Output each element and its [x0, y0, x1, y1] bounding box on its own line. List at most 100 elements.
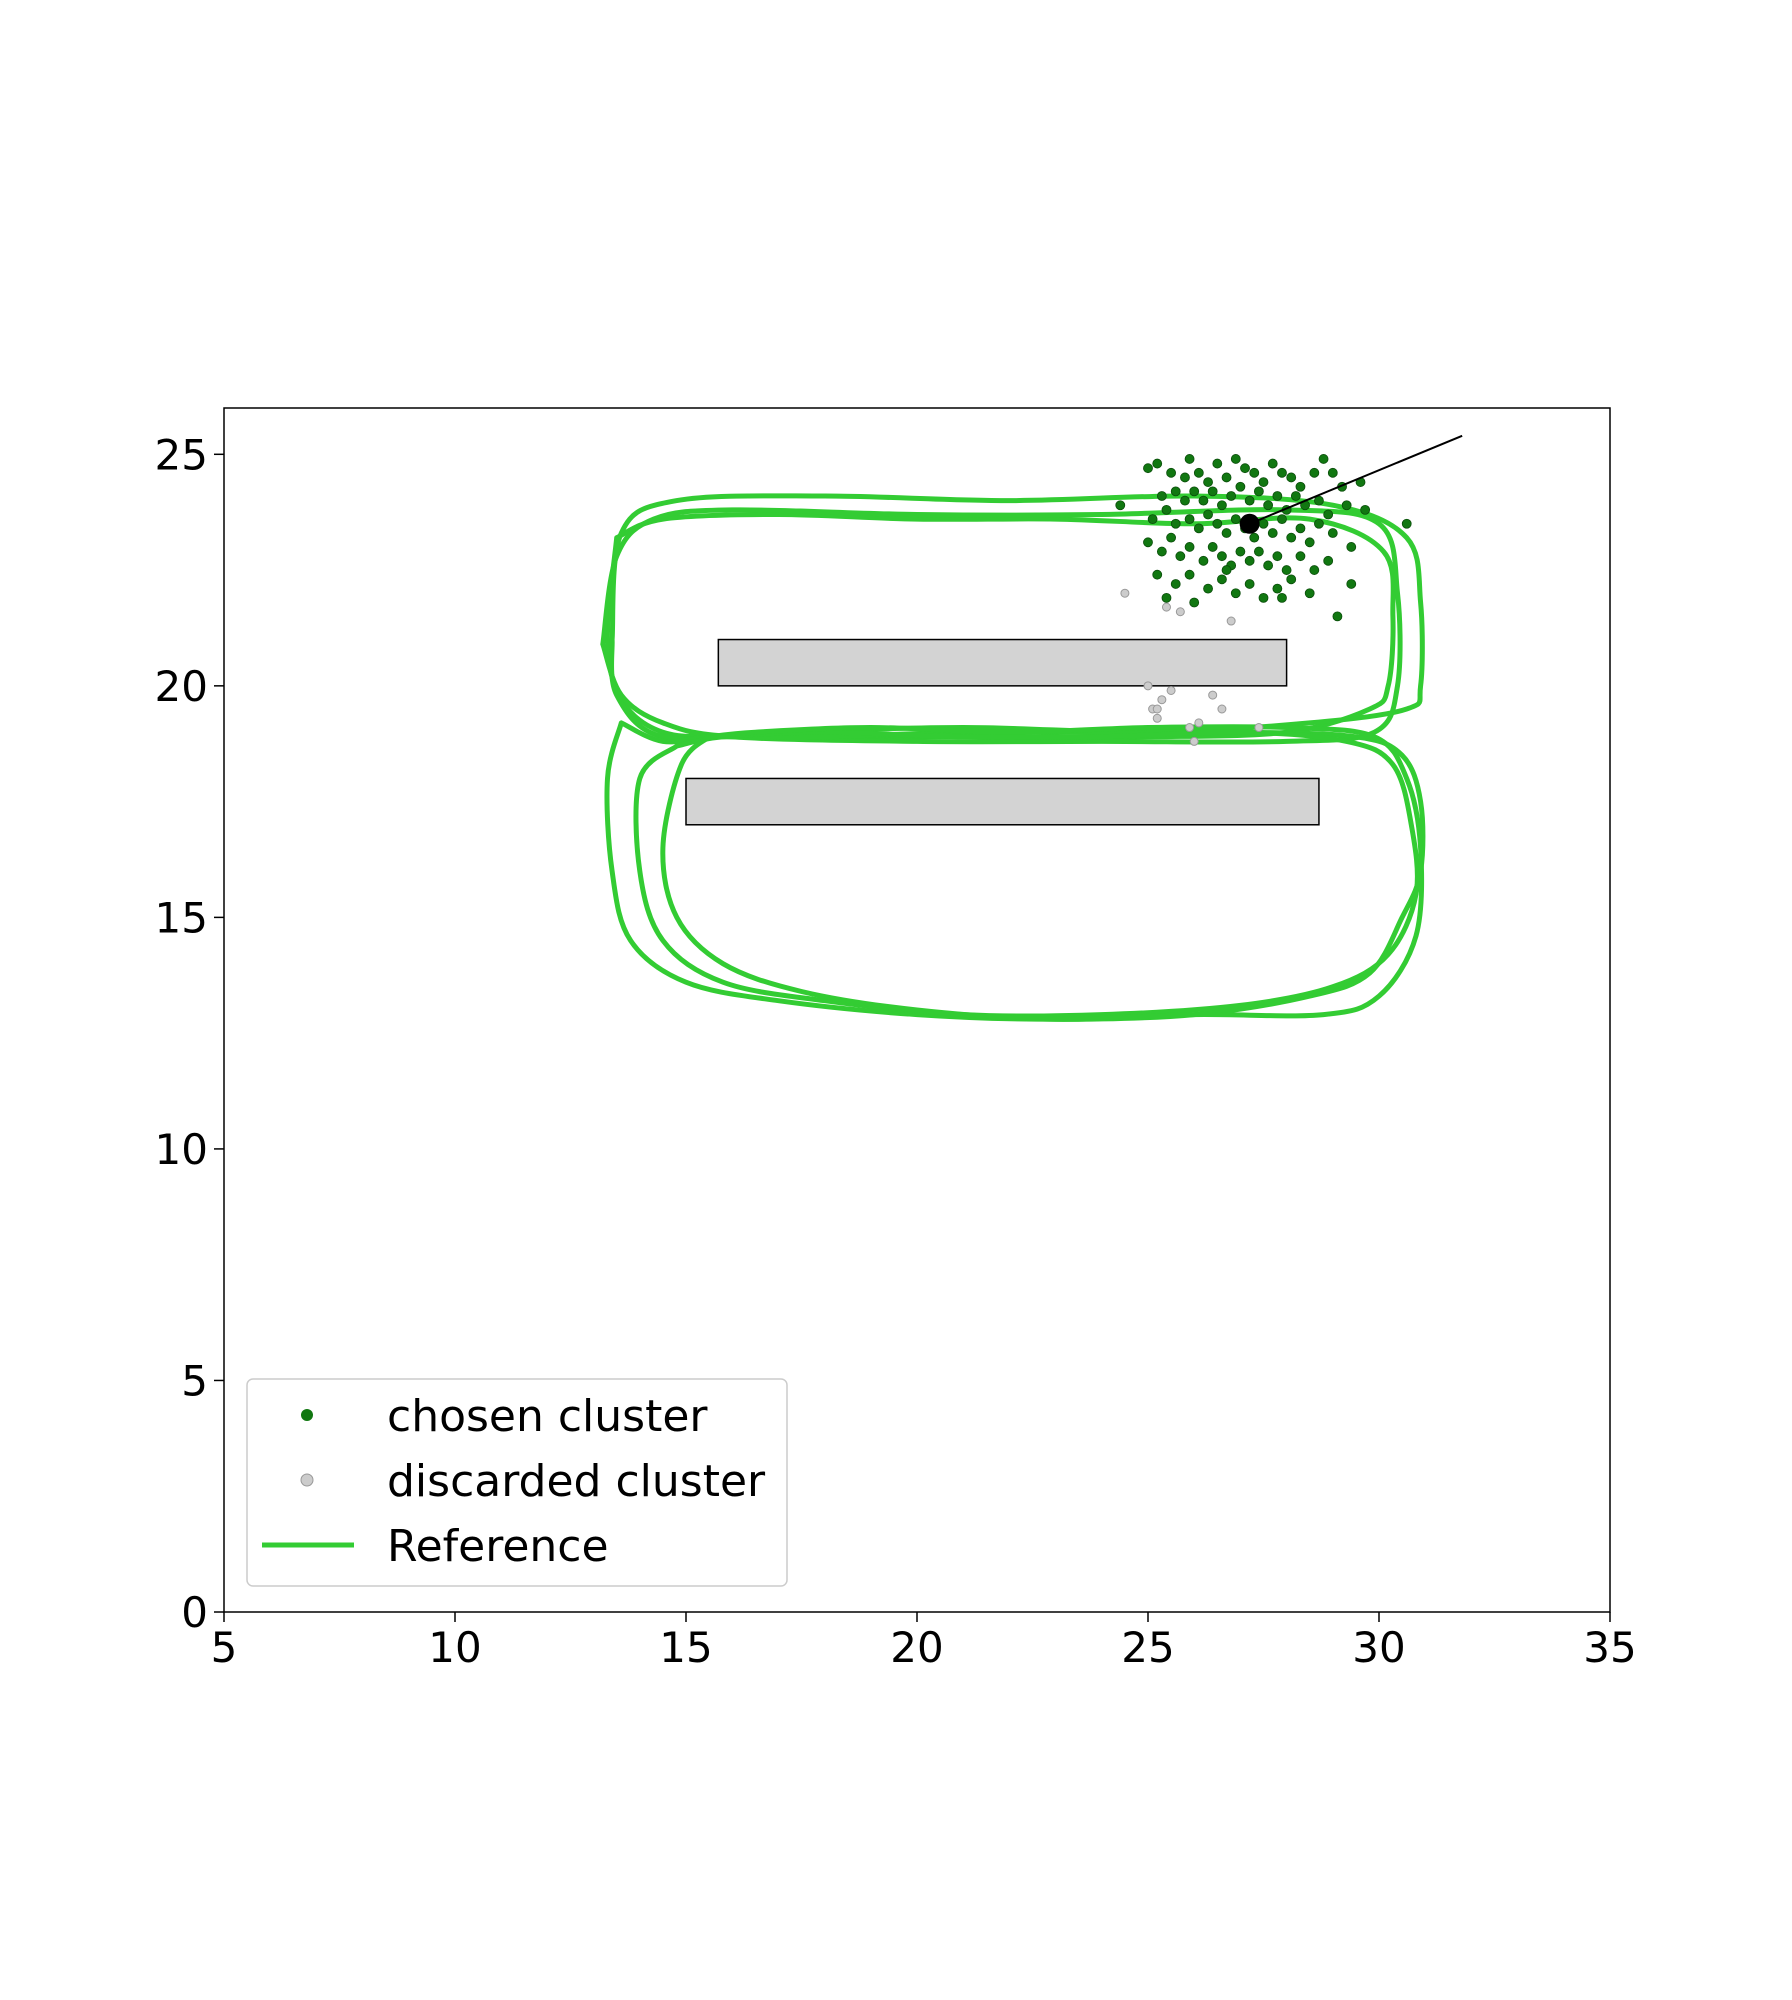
chosen-point-11 [1240, 463, 1250, 474]
chosen-point-15 [1277, 467, 1287, 478]
chosen-point-79 [1309, 565, 1320, 575]
chosen-point-61 [1346, 542, 1357, 552]
chosen-point-24 [1180, 495, 1190, 506]
discarded-point-10 [1152, 704, 1162, 714]
chosen-point-28 [1217, 500, 1227, 511]
chosen-point-30 [1235, 481, 1246, 492]
chosen-point-84 [1203, 583, 1213, 594]
y-tick-label-15: 15 [155, 893, 208, 942]
chosen-point-88 [1258, 592, 1269, 603]
chosen-point-75 [1263, 560, 1274, 571]
chosen-point-36 [1290, 491, 1301, 501]
chosen-point-73 [1244, 555, 1255, 566]
discarded-point-11 [1217, 704, 1227, 714]
chosen-point-22 [1156, 491, 1167, 501]
chosen-point-69 [1207, 542, 1218, 552]
chosen-point-85 [1217, 574, 1227, 585]
chosen-point-81 [1152, 569, 1163, 580]
chosen-point-6 [1193, 467, 1204, 478]
discarded-cluster-layer [1120, 588, 1264, 746]
x-tick-label-30: 30 [1352, 1623, 1405, 1672]
chosen-point-49 [1221, 528, 1232, 538]
chosen-point-54 [1267, 528, 1278, 538]
discarded-point-6 [1166, 685, 1176, 695]
legend-discarded-label: discarded cluster [387, 1456, 766, 1507]
chosen-point-3 [1166, 467, 1176, 478]
chosen-point-77 [1281, 565, 1292, 575]
discarded-point-12 [1152, 713, 1162, 723]
chosen-point-18 [1309, 467, 1320, 478]
chosen-point-2 [1152, 458, 1163, 469]
chosen-point-50 [1230, 514, 1241, 525]
legend-chosen-label: chosen cluster [387, 1391, 708, 1442]
chosen-point-4 [1180, 472, 1190, 483]
chosen-point-1 [1143, 463, 1153, 474]
y-tick-label-5: 5 [181, 1356, 208, 1405]
legend-discarded-marker [300, 1473, 314, 1487]
chosen-point-27 [1207, 486, 1218, 497]
chosen-point-64 [1156, 546, 1167, 557]
reference-path-6 [660, 724, 1425, 1022]
discarded-point-2 [1161, 602, 1171, 612]
reference-layer [600, 493, 1426, 1022]
chosen-point-39 [1323, 509, 1334, 520]
chosen-point-87 [1244, 579, 1255, 589]
chosen-point-25 [1189, 486, 1200, 497]
obstacles-layer [685, 638, 1320, 826]
chosen-point-12 [1249, 467, 1260, 478]
y-tick-label-10: 10 [155, 1125, 208, 1174]
chosen-point-14 [1267, 458, 1278, 469]
x-tick-label-10: 10 [428, 1623, 481, 1672]
y-tick-label-0: 0 [181, 1588, 208, 1637]
x-tick-label-25: 25 [1121, 1623, 1174, 1672]
chosen-point-53 [1258, 518, 1269, 529]
chosen-point-44 [1170, 518, 1181, 529]
chosen-point-82 [1170, 579, 1181, 589]
chosen-point-58 [1304, 537, 1315, 548]
chosen-point-63 [1143, 537, 1153, 548]
legend-box [246, 1378, 788, 1587]
x-tick-label-20: 20 [890, 1623, 943, 1672]
chosen-point-23 [1170, 486, 1181, 497]
chosen-point-9 [1221, 472, 1232, 483]
x-axis: 5 10 15 20 25 30 35 [211, 1612, 1637, 1672]
chosen-point-42 [1147, 514, 1158, 525]
chosen-point-83 [1184, 569, 1195, 580]
chosen-point-74 [1253, 546, 1264, 557]
chosen-point-47 [1203, 509, 1213, 520]
chosen-point-94 [1161, 592, 1172, 603]
discarded-point-5 [1143, 681, 1153, 691]
reference-path-5 [633, 729, 1420, 1019]
chosen-point-60 [1327, 528, 1338, 538]
chosen-point-5 [1184, 454, 1195, 464]
chosen-point-55 [1277, 514, 1287, 525]
chosen-point-66 [1175, 551, 1186, 562]
chosen-point-78 [1295, 551, 1306, 562]
chosen-point-97 [1277, 592, 1287, 603]
legend-reference-label: Reference [387, 1521, 609, 1572]
chosen-point-29 [1226, 491, 1237, 501]
x-tick-label-5: 5 [211, 1623, 238, 1672]
chosen-point-91 [1304, 588, 1315, 599]
chosen-point-65 [1166, 532, 1176, 543]
legend-chosen-marker [301, 1409, 313, 1421]
obstacle-rect-2 [685, 777, 1320, 826]
chosen-point-38 [1314, 495, 1324, 506]
chosen-point-43 [1161, 504, 1172, 515]
chosen-point-89 [1272, 583, 1283, 594]
chosen-point-17 [1295, 481, 1306, 492]
chosen-point-72 [1235, 546, 1246, 557]
chosen-point-68 [1198, 555, 1209, 566]
discarded-point-7 [1157, 695, 1167, 705]
chosen-point-96 [1221, 565, 1232, 575]
discarded-point-8 [1208, 690, 1218, 700]
reference-path-4 [604, 720, 1426, 1022]
chosen-point-52 [1249, 532, 1260, 543]
discarded-point-13 [1194, 718, 1204, 728]
chosen-point-92 [1332, 611, 1343, 622]
chosen-point-86 [1230, 588, 1241, 599]
chosen-point-20 [1327, 467, 1338, 478]
chosen-point-95 [1189, 597, 1200, 608]
chosen-point-40 [1341, 500, 1352, 511]
